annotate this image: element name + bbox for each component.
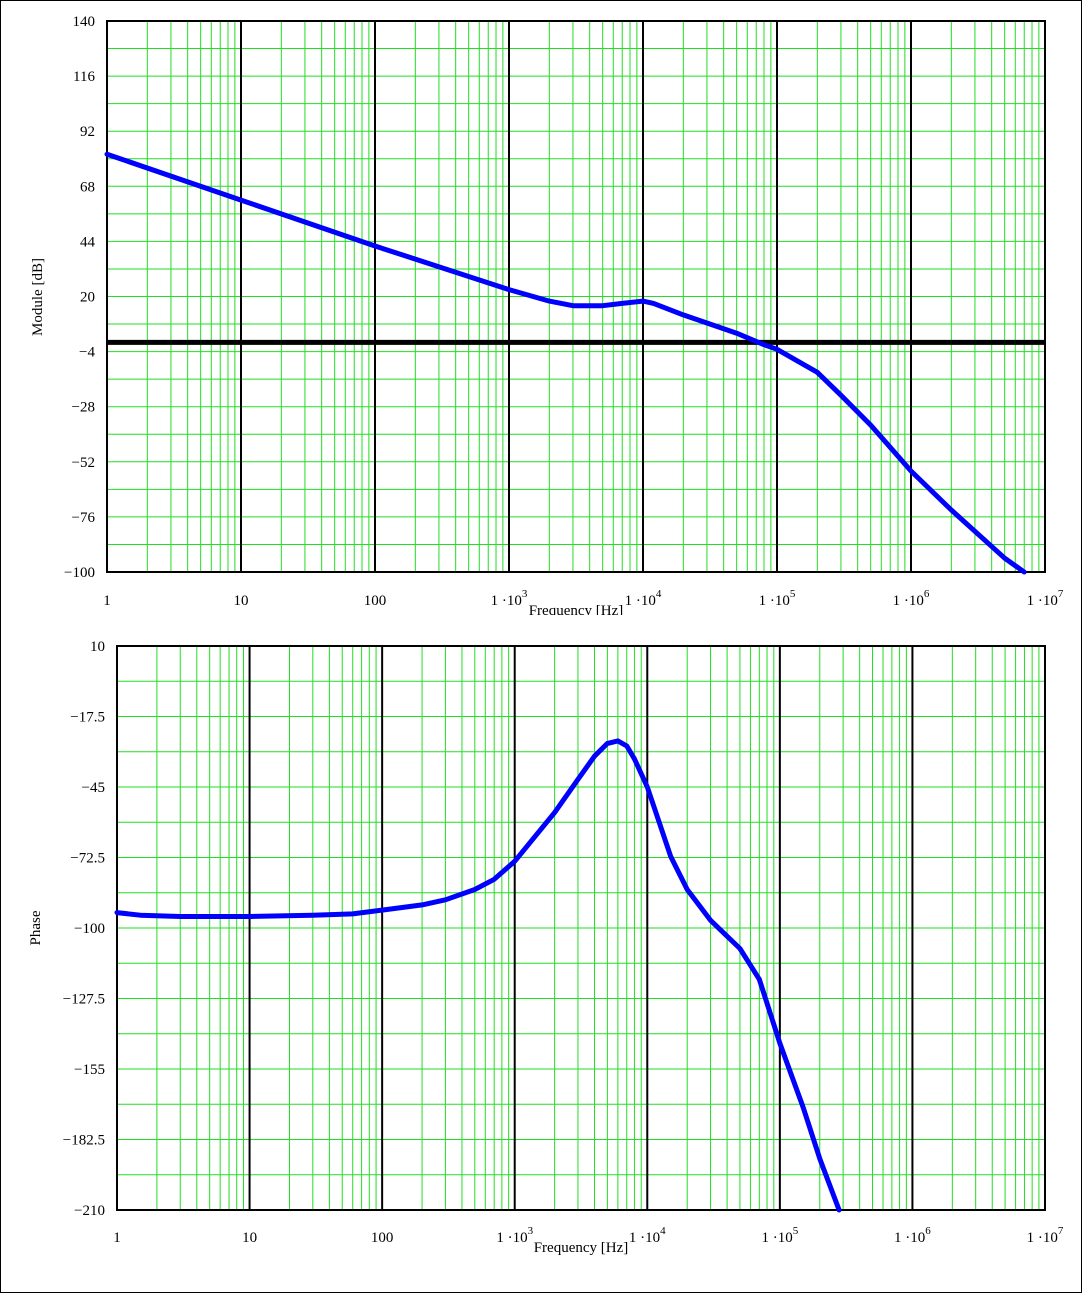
x-tick-label: 1 ·105 xyxy=(761,1225,798,1246)
x-tick-label: 1 ·103 xyxy=(496,1225,533,1246)
x-tick-label: 1 ·105 xyxy=(759,588,796,609)
series-line xyxy=(114,738,842,1213)
x-tick-label: 1 ·104 xyxy=(625,588,662,609)
x-tick-label: 1 xyxy=(113,1230,121,1246)
series-line xyxy=(104,151,1027,575)
y-tick-label: −17.5 xyxy=(70,710,105,726)
y-tick-label: 140 xyxy=(73,14,96,30)
y-tick-label: −4 xyxy=(79,345,95,361)
x-axis-label: Frequency [Hz] xyxy=(534,1240,629,1256)
y-tick-label: −127.5 xyxy=(63,992,105,1008)
magnitude-chart: 140 116 92 68 44 20 −4 −28 −52 −76 −100 1 10 100 1 ·10… xyxy=(30,14,1064,615)
y-tick-label: −52 xyxy=(72,455,95,471)
phase-chart: 10 −17.5 −45 −72.5 −100 −127.5 −155 −182.5 −210 1… xyxy=(28,639,1064,1256)
y-tick-label: −76 xyxy=(72,510,96,526)
y-tick-label: −155 xyxy=(74,1062,105,1078)
y-tick-label: 92 xyxy=(80,124,95,140)
x-tick-label: 1 xyxy=(103,593,111,609)
y-tick-label: −100 xyxy=(74,921,105,937)
plot-frame xyxy=(116,645,1046,1211)
x-tick-label: 10 xyxy=(234,593,249,609)
y-tick-label: 20 xyxy=(80,290,95,306)
y-tick-label: 44 xyxy=(80,234,96,250)
x-tick-label: 1 ·107 xyxy=(1027,588,1064,609)
y-tick-label: −28 xyxy=(72,400,95,416)
y-tick-label: −72.5 xyxy=(70,851,105,867)
y-tick-label: 116 xyxy=(73,69,95,85)
x-axis-label: Frequency [Hz] xyxy=(529,603,624,615)
y-tick-label: −210 xyxy=(74,1203,105,1219)
x-tick-label: 1 ·104 xyxy=(629,1225,666,1246)
x-tick-label: 1 ·106 xyxy=(893,588,930,609)
x-tick-label: 100 xyxy=(371,1230,394,1246)
x-tick-label: 1 ·103 xyxy=(491,588,528,609)
x-tick-label: 1 ·106 xyxy=(894,1225,931,1246)
y-tick-label: −100 xyxy=(64,565,95,581)
x-tick-label: 100 xyxy=(364,593,387,609)
y-axis-label: Phase xyxy=(28,910,44,945)
grid xyxy=(106,20,1046,573)
y-tick-label: 10 xyxy=(90,639,105,655)
x-tick-label: 10 xyxy=(242,1230,257,1246)
plot-frame xyxy=(106,20,1046,573)
y-tick-label: −45 xyxy=(82,780,105,796)
x-tick-label: 1 ·107 xyxy=(1027,1225,1064,1246)
grid xyxy=(116,645,1046,1211)
y-tick-label: −182.5 xyxy=(63,1133,105,1149)
y-tick-label: 68 xyxy=(80,179,95,195)
y-axis-label: Module [dB] xyxy=(30,258,46,336)
